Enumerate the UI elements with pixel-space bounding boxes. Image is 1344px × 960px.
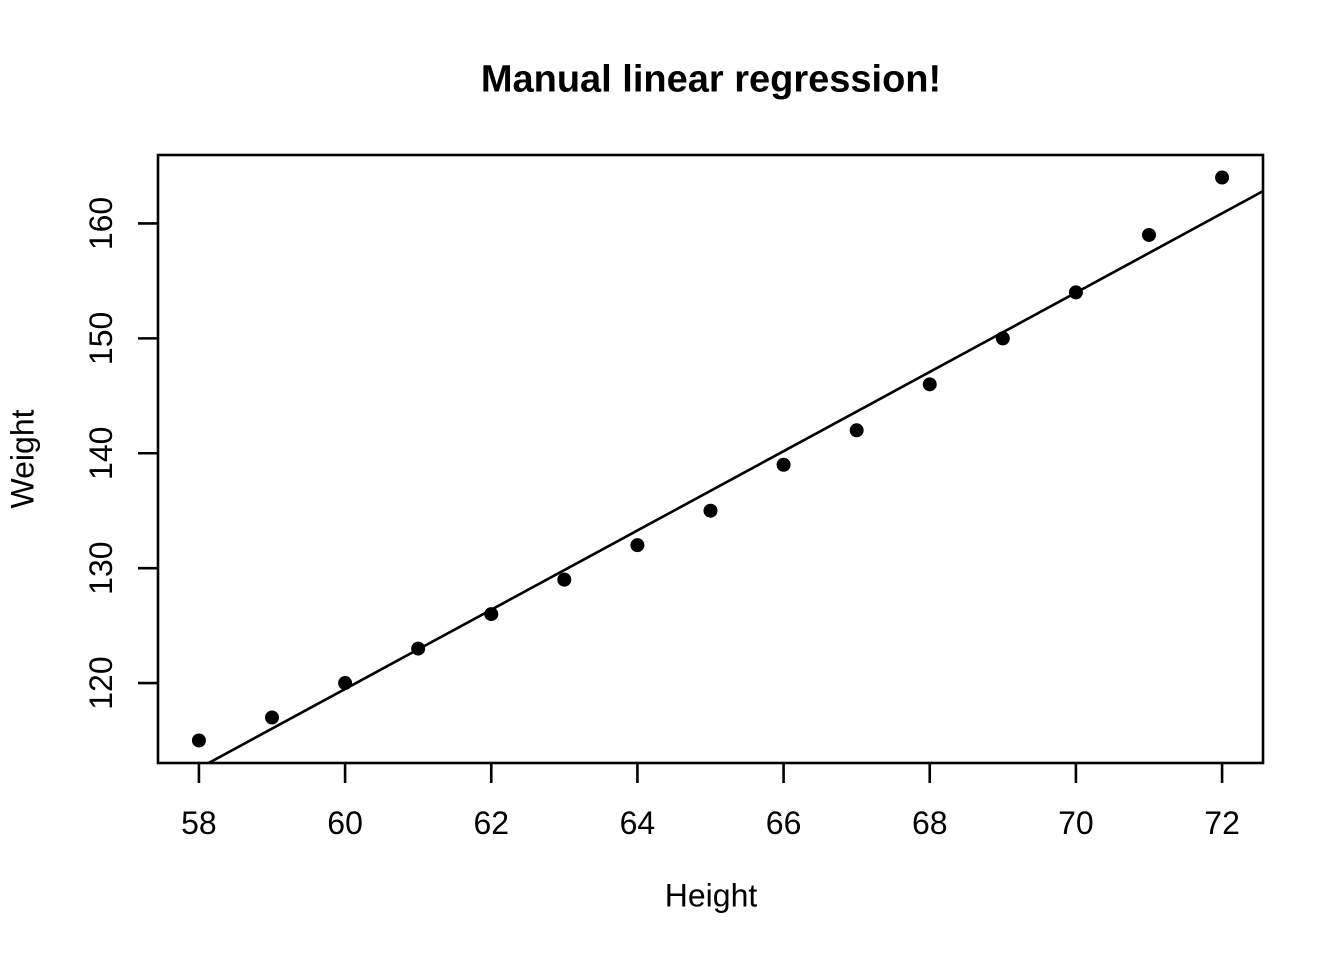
x-tick-label: 66 (766, 805, 802, 841)
y-tick-label: 160 (83, 197, 119, 250)
x-tick-label: 68 (912, 805, 948, 841)
plot-box (156, 153, 1265, 765)
y-tick-label: 120 (83, 656, 119, 709)
x-tick-label: 58 (181, 805, 217, 841)
x-tick-label: 60 (327, 805, 363, 841)
data-point (557, 572, 572, 587)
y-axis-label: Weight (4, 409, 41, 509)
x-axis-label: Height (664, 877, 758, 914)
data-point (411, 641, 426, 656)
x-tick-label: 62 (473, 805, 509, 841)
data-point (776, 457, 791, 472)
y-tick-label: 150 (83, 312, 119, 365)
data-point (191, 733, 206, 748)
data-point (265, 710, 280, 725)
x-tick-label: 64 (620, 805, 656, 841)
x-tick-label: 70 (1058, 805, 1094, 841)
chart-title: Manual linear regression! (480, 58, 942, 101)
data-point (995, 331, 1010, 346)
data-point (703, 503, 718, 518)
data-point (338, 676, 353, 691)
y-tick-label: 130 (83, 541, 119, 594)
data-point (1141, 227, 1156, 242)
data-point (922, 377, 937, 392)
data-point (1068, 285, 1083, 300)
data-point (484, 607, 499, 622)
data-point (849, 423, 864, 438)
data-point (630, 538, 645, 553)
regression-line (205, 190, 1263, 763)
data-point (1215, 170, 1230, 185)
x-tick-label: 72 (1204, 805, 1240, 841)
y-tick-label: 140 (83, 427, 119, 480)
